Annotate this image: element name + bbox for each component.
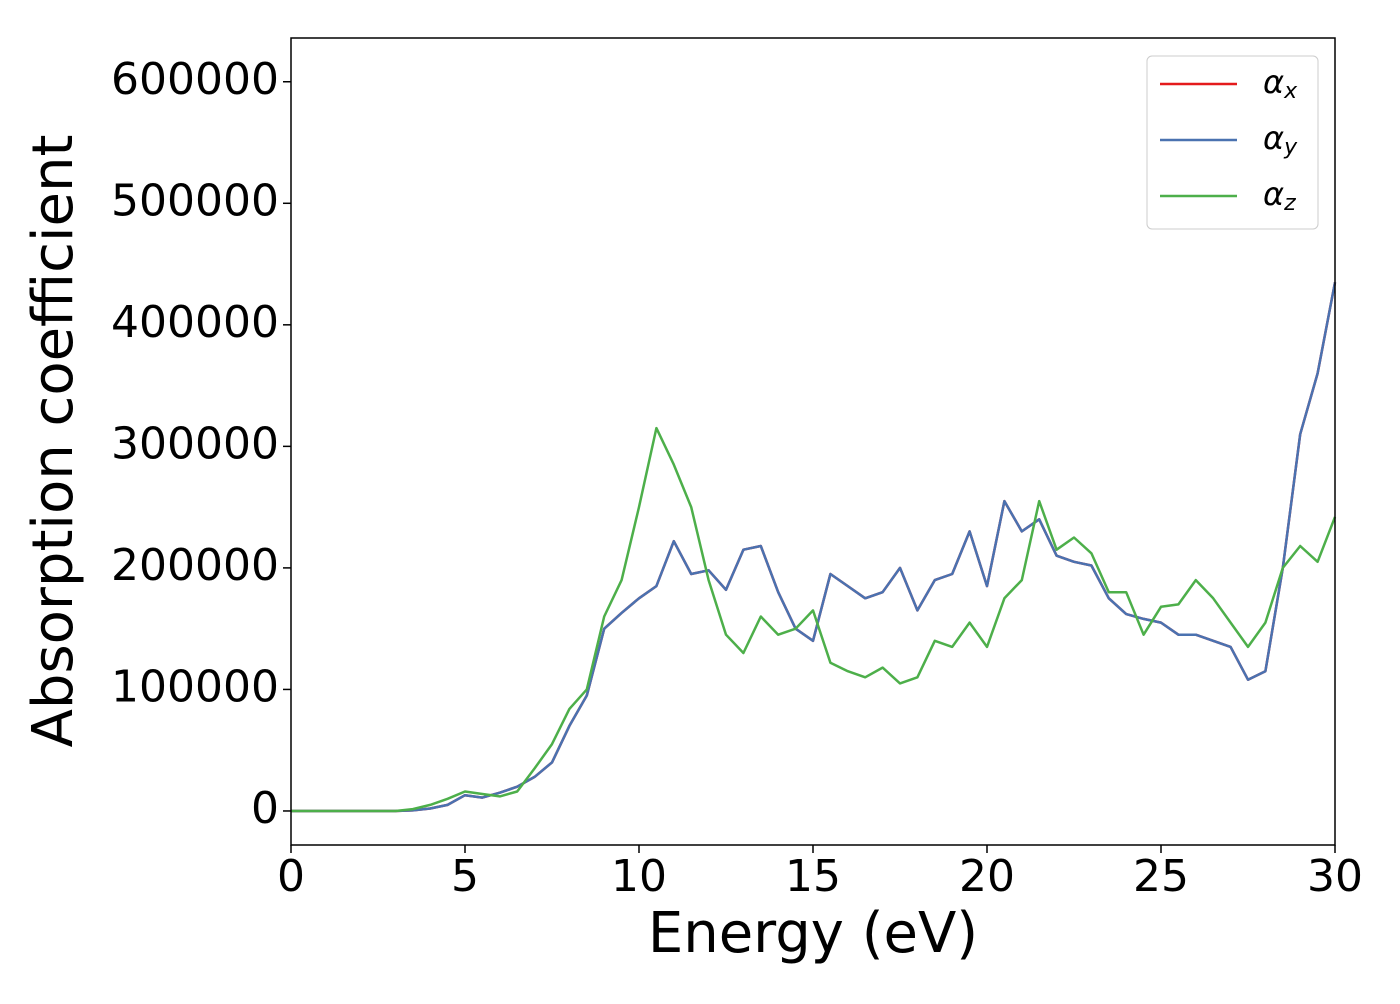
legend-label: αy xyxy=(1263,119,1298,160)
series-line xyxy=(291,426,1337,813)
y-tick-label: 0 xyxy=(251,783,279,834)
y-tick-label: 100000 xyxy=(111,661,279,712)
series-line xyxy=(291,282,1337,813)
legend-label: αx xyxy=(1263,63,1298,104)
x-tick-label: 0 xyxy=(277,851,305,902)
y-tick-label: 500000 xyxy=(111,175,279,226)
y-tick-label: 200000 xyxy=(111,540,279,591)
x-tick-label: 15 xyxy=(785,851,841,902)
series-line xyxy=(291,282,1337,813)
x-axis-label: Energy (eV) xyxy=(648,901,978,966)
legend-box xyxy=(1146,55,1319,230)
y-axis-label: Absorption coefficient xyxy=(21,135,86,748)
y-tick-label: 300000 xyxy=(111,418,279,469)
y-tick-label: 400000 xyxy=(111,297,279,348)
x-tick-label: 10 xyxy=(611,851,667,902)
x-tick-label: 30 xyxy=(1307,851,1363,902)
x-tick-label: 25 xyxy=(1133,851,1189,902)
legend-label: αz xyxy=(1263,175,1296,216)
plot-frame xyxy=(290,37,1336,846)
y-tick-label: 600000 xyxy=(111,54,279,105)
x-tick-label: 5 xyxy=(451,851,479,902)
x-tick-label: 20 xyxy=(959,851,1015,902)
